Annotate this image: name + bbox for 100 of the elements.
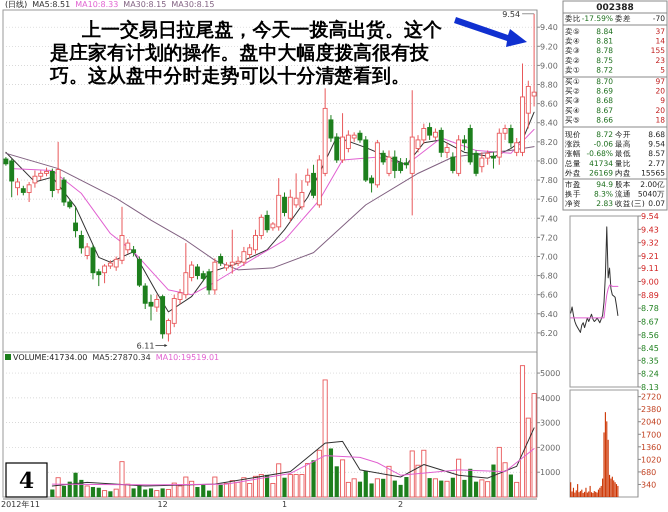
candlestick [386, 150, 392, 177]
bar [50, 490, 54, 497]
candlestick [311, 164, 316, 199]
text: MA10:19519.01 [156, 353, 220, 362]
candlestick [20, 185, 26, 196]
candlestick [84, 242, 90, 260]
y-tick-label: 2040 [641, 418, 662, 427]
line-series [52, 427, 535, 486]
y-tick-label: 8.45 [641, 344, 659, 354]
y-tick-label: 8.80 [540, 80, 558, 90]
y-tick-label: 6.60 [540, 290, 558, 300]
y-tick-label: 8.60 [540, 100, 558, 109]
bar [428, 478, 432, 497]
y-tick-label: 9.32 [641, 238, 659, 248]
bar [218, 484, 223, 497]
text: MA5:8.51 [32, 0, 70, 9]
y-tick-label: 8.13 [641, 383, 659, 392]
x-tick-label: 1 [282, 500, 288, 509]
candlestick [444, 142, 450, 159]
candlestick [450, 152, 456, 174]
line-series [5, 146, 535, 270]
y-tick-label: 7.40 [540, 214, 558, 224]
y-tick-label: 9.40 [540, 23, 558, 32]
y-tick-label: 9.21 [641, 252, 659, 262]
candlestick [78, 230, 84, 254]
y-tick-label: 7.20 [540, 233, 558, 242]
candlestick [56, 141, 61, 194]
candlestick [438, 127, 444, 158]
candlestick [432, 128, 438, 140]
bar [282, 478, 287, 497]
bar [439, 480, 444, 497]
y-tick-label: 1000 [540, 468, 560, 478]
y-tick-label: 9.43 [641, 225, 659, 234]
bar [374, 478, 380, 498]
bar [432, 478, 438, 498]
y-tick-label: 9.20 [540, 42, 558, 52]
annotation: 上一交易日拉尾盘，今天一拨高出货。这个是庄家有计划的操作。盘中大幅度拨高很有技巧。这从盘中分时走势可以十分清楚看到。 [49, 19, 443, 87]
legend-label: VOLUME:41734.00 [13, 353, 88, 362]
bar [386, 466, 392, 498]
x-tick-label: 2012年 [1, 500, 30, 509]
bar [381, 478, 386, 497]
line-series [570, 284, 618, 318]
y-tick-label: 5000 [540, 369, 560, 378]
candlestick [282, 192, 287, 217]
x-tick-label: 11 [30, 500, 40, 509]
annotation: 4 [18, 468, 34, 494]
x-tick-label: 12 [158, 500, 168, 509]
bar [508, 474, 513, 497]
bar [160, 488, 165, 497]
candlestick [15, 178, 20, 196]
candlestick [380, 150, 386, 166]
chart-title: (日线) [5, 0, 28, 9]
candlestick [26, 181, 32, 203]
candlestick [73, 206, 78, 238]
y-tick-label: 1360 [641, 442, 662, 452]
y-tick-label: 8.00 [540, 156, 558, 166]
text: 002388 [596, 3, 634, 13]
y-tick-label: 6.80 [540, 272, 558, 281]
bar [456, 458, 462, 498]
text: MA30:8.15 [123, 0, 166, 9]
y-tick-label: 1020 [641, 455, 662, 464]
y-tick-label: 340 [641, 480, 656, 490]
y-tick-label: 2000 [540, 443, 560, 452]
x-tick-label: 2 [398, 500, 404, 509]
candlestick [264, 210, 270, 234]
candlestick [427, 122, 432, 140]
y-tick-label: 7.60 [540, 195, 558, 204]
text: MA10:8.33 [75, 0, 118, 9]
bar [404, 477, 408, 497]
bar [84, 485, 90, 498]
y-tick-label: 8.67 [641, 318, 659, 327]
y-tick-label: 9.11 [641, 264, 659, 274]
candlestick [154, 294, 160, 312]
candlestick [50, 168, 55, 198]
y-tick-label: 9.54 [641, 212, 659, 221]
annotation: 9.54 [502, 10, 520, 19]
candlestick [131, 245, 136, 257]
y-tick-label: 8.40 [540, 118, 558, 128]
y-tick-label: 8.78 [641, 304, 659, 314]
y-tick-label: 7.80 [540, 176, 558, 186]
y-tick-label: 9.00 [641, 277, 659, 286]
bar [212, 476, 218, 498]
y-tick-label: 680 [641, 468, 656, 477]
line-series [570, 226, 618, 333]
bar [132, 488, 136, 497]
y-tick-label: 8.56 [641, 330, 659, 340]
bar [102, 490, 108, 498]
candlestick [218, 253, 224, 267]
y-tick-label: 8.35 [641, 356, 659, 366]
y-tick-label: 1700 [641, 430, 662, 440]
annotation: 6.11 [136, 341, 154, 350]
bar [311, 460, 316, 497]
bar [444, 480, 450, 498]
y-tick-label: 4000 [540, 394, 560, 403]
y-tick-label: 2380 [641, 405, 662, 414]
bar [491, 464, 496, 497]
bar [154, 490, 160, 498]
text: MA30:8.15 [171, 0, 214, 9]
y-tick-label: 2720 [641, 392, 662, 402]
text: MA5:27870.34 [92, 353, 151, 362]
